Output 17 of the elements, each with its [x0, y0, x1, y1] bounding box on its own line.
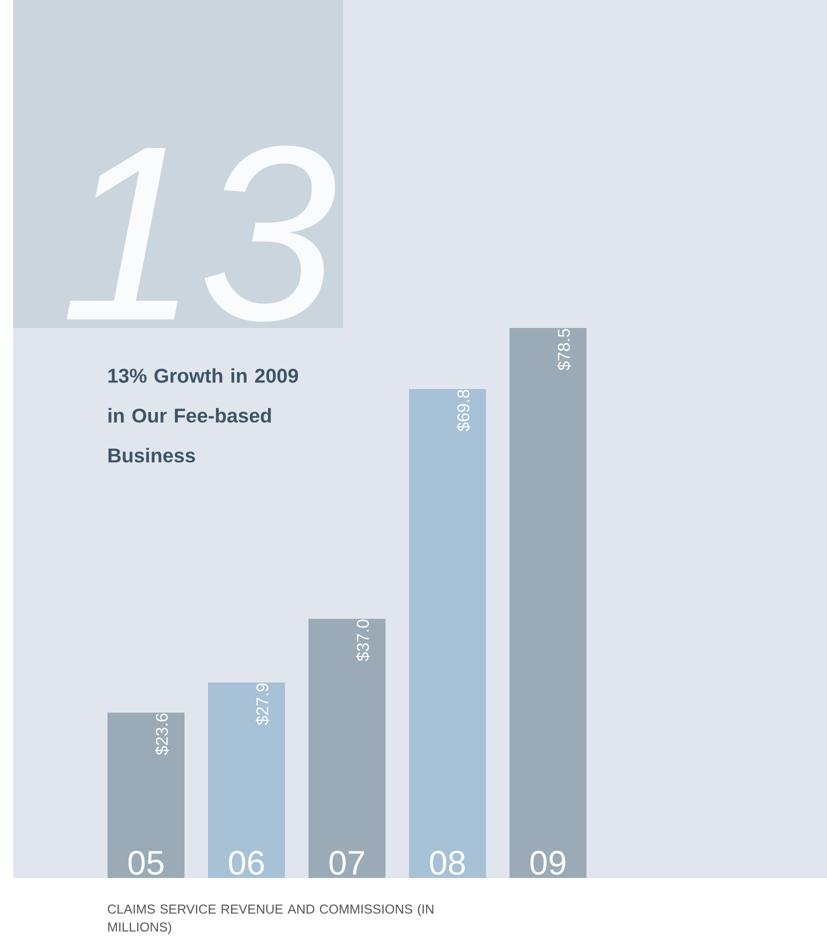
- chart-title: 13% Growth in 2009 in Our Fee-based Business: [108, 368, 298, 463]
- x-axis-title: CLAIMS SERVICE REVENUE AND COMMISSIONS (IN MILLIONS): [108, 904, 434, 934]
- x-tick-label: 08: [430, 850, 465, 875]
- data-label: $23.6: [155, 714, 169, 756]
- bar: [108, 712, 184, 878]
- x-tick-label: 06: [228, 850, 264, 875]
- x-tick-label: 09: [530, 850, 566, 875]
- x-tick-label: 05: [128, 850, 164, 875]
- data-label: $69.8: [456, 390, 470, 432]
- data-label: $78.5: [557, 328, 571, 370]
- data-label: $27.9: [256, 684, 270, 725]
- data-label: $37.0: [356, 620, 370, 662]
- bar: [509, 328, 586, 878]
- bar: [408, 388, 486, 878]
- x-tick-label: 07: [329, 850, 364, 875]
- bar: [308, 618, 386, 878]
- bar: [208, 682, 285, 878]
